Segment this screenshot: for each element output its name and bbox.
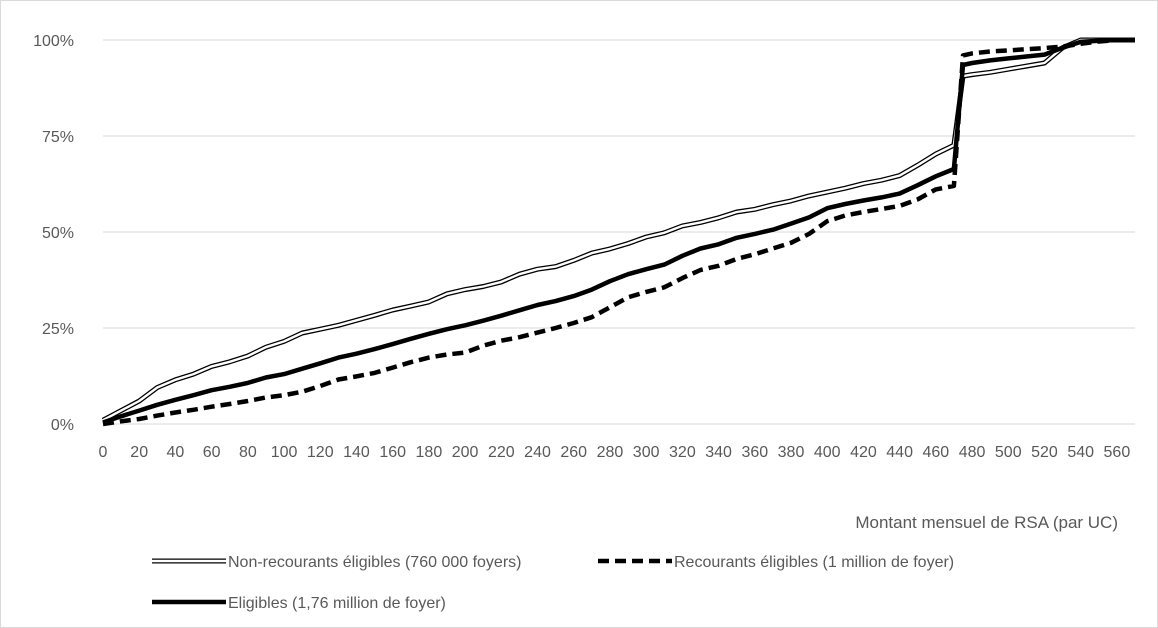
y-tick-label: 0% <box>51 417 74 434</box>
x-tick-label: 180 <box>416 444 443 461</box>
legend-label: Recourants éligibles (1 million de foyer… <box>674 554 954 571</box>
x-tick-label: 160 <box>379 444 406 461</box>
x-tick-label: 100 <box>271 444 298 461</box>
series-lines <box>101 37 1135 427</box>
y-axis-ticks: 0% 25% 50% 75% 100% <box>33 33 74 434</box>
gridlines <box>103 39 1135 329</box>
x-tick-label: 460 <box>922 444 949 461</box>
x-tick-label: 200 <box>452 444 479 461</box>
x-tick-label: 0 <box>99 444 108 461</box>
series-line-non-recourants <box>102 38 1135 422</box>
x-tick-label: 420 <box>850 444 877 461</box>
x-tick-label: 140 <box>343 444 370 461</box>
x-tick-label: 480 <box>959 444 986 461</box>
series-line-non-recourants-outline <box>101 37 1135 423</box>
x-tick-label: 40 <box>167 444 185 461</box>
x-tick-label: 380 <box>778 444 805 461</box>
x-tick-label: 520 <box>1031 444 1058 461</box>
y-tick-label: 25% <box>42 321 74 338</box>
x-tick-label: 220 <box>488 444 515 461</box>
x-tick-label: 60 <box>203 444 221 461</box>
x-tick-label: 500 <box>995 444 1022 461</box>
y-tick-label: 75% <box>42 129 74 146</box>
x-tick-label: 360 <box>741 444 768 461</box>
x-tick-label: 80 <box>239 444 257 461</box>
x-tick-label: 320 <box>669 444 696 461</box>
x-tick-label: 540 <box>1067 444 1094 461</box>
x-tick-label: 300 <box>633 444 660 461</box>
x-tick-label: 340 <box>705 444 732 461</box>
x-tick-label: 440 <box>886 444 913 461</box>
x-tick-label: 240 <box>524 444 551 461</box>
x-tick-label: 20 <box>130 444 148 461</box>
x-tick-label: 400 <box>814 444 841 461</box>
legend-label: Eligibles (1,76 million de foyer) <box>228 595 446 612</box>
series-line-eligibles <box>102 37 1135 425</box>
y-tick-label: 100% <box>33 33 74 50</box>
x-tick-label: 260 <box>560 444 587 461</box>
y-tick-label: 50% <box>42 225 74 242</box>
x-axis-ticks: 0 20 40 60 80 100 120 140 160 180 200 220 240 260 280 3… <box>99 444 1131 461</box>
series-line-recourants <box>102 37 1135 427</box>
x-tick-label: 120 <box>307 444 334 461</box>
x-tick-label: 560 <box>1104 444 1131 461</box>
legend-label: Non-recourants éligibles (760 000 foyers… <box>228 554 521 571</box>
legend: Non-recourants éligibles (760 000 foyers… <box>152 554 954 612</box>
x-tick-label: 280 <box>597 444 624 461</box>
x-axis-title: Montant mensuel de RSA (par UC) <box>855 513 1118 532</box>
